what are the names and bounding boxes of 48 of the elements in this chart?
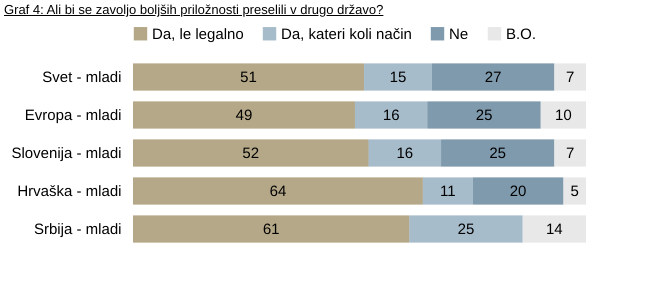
bar bbox=[422, 177, 473, 205]
bar bbox=[432, 63, 554, 91]
y-tick-label: Slovenija - mladi bbox=[11, 145, 122, 162]
bar bbox=[427, 101, 541, 129]
bar bbox=[522, 215, 586, 243]
data-label: 10 bbox=[555, 107, 572, 124]
data-label: 25 bbox=[458, 221, 474, 238]
bar bbox=[368, 139, 442, 167]
legend-label: Da, kateri koli način bbox=[281, 26, 412, 43]
bar bbox=[133, 215, 410, 243]
data-label: 52 bbox=[242, 145, 260, 162]
y-tick-label: Evropa - mladi bbox=[24, 107, 122, 124]
y-tick-label: Srbija - mladi bbox=[34, 221, 122, 238]
data-label: 49 bbox=[236, 107, 252, 124]
bar bbox=[133, 139, 369, 167]
y-tick-label: Svet - mladi bbox=[42, 69, 122, 86]
chart-title: Graf 4: Ali bi se zavoljo boljših priložnosti preselili v drugo državo? bbox=[4, 2, 384, 17]
bar bbox=[133, 63, 364, 91]
bar bbox=[441, 139, 554, 167]
data-label: 14 bbox=[546, 221, 563, 238]
bar bbox=[133, 177, 423, 205]
data-label: 5 bbox=[570, 183, 579, 200]
data-label: 25 bbox=[489, 145, 506, 162]
data-label: 61 bbox=[262, 221, 280, 238]
data-label: 27 bbox=[484, 69, 502, 86]
data-label: 7 bbox=[566, 69, 574, 86]
bar bbox=[133, 101, 355, 129]
data-label: 7 bbox=[566, 145, 574, 162]
data-label: 64 bbox=[270, 183, 286, 200]
legend-label: Ne bbox=[449, 26, 468, 43]
data-label: 16 bbox=[396, 145, 414, 162]
bar bbox=[409, 215, 523, 243]
bar bbox=[354, 101, 428, 129]
legend-label: Da, le legalno bbox=[152, 26, 244, 43]
data-label: 16 bbox=[382, 107, 400, 124]
legend-label: B.O. bbox=[506, 26, 536, 43]
bar bbox=[540, 101, 586, 129]
data-label: 20 bbox=[510, 183, 526, 200]
data-label: 51 bbox=[240, 69, 257, 86]
bar bbox=[554, 139, 586, 167]
bar bbox=[364, 63, 432, 91]
data-label: 25 bbox=[476, 107, 492, 124]
y-tick-label: Hrvaška - mladi bbox=[17, 183, 122, 200]
bar bbox=[554, 63, 586, 91]
data-label: 11 bbox=[440, 183, 456, 200]
bar bbox=[472, 177, 564, 205]
bar bbox=[563, 177, 586, 205]
data-label: 15 bbox=[390, 69, 406, 86]
